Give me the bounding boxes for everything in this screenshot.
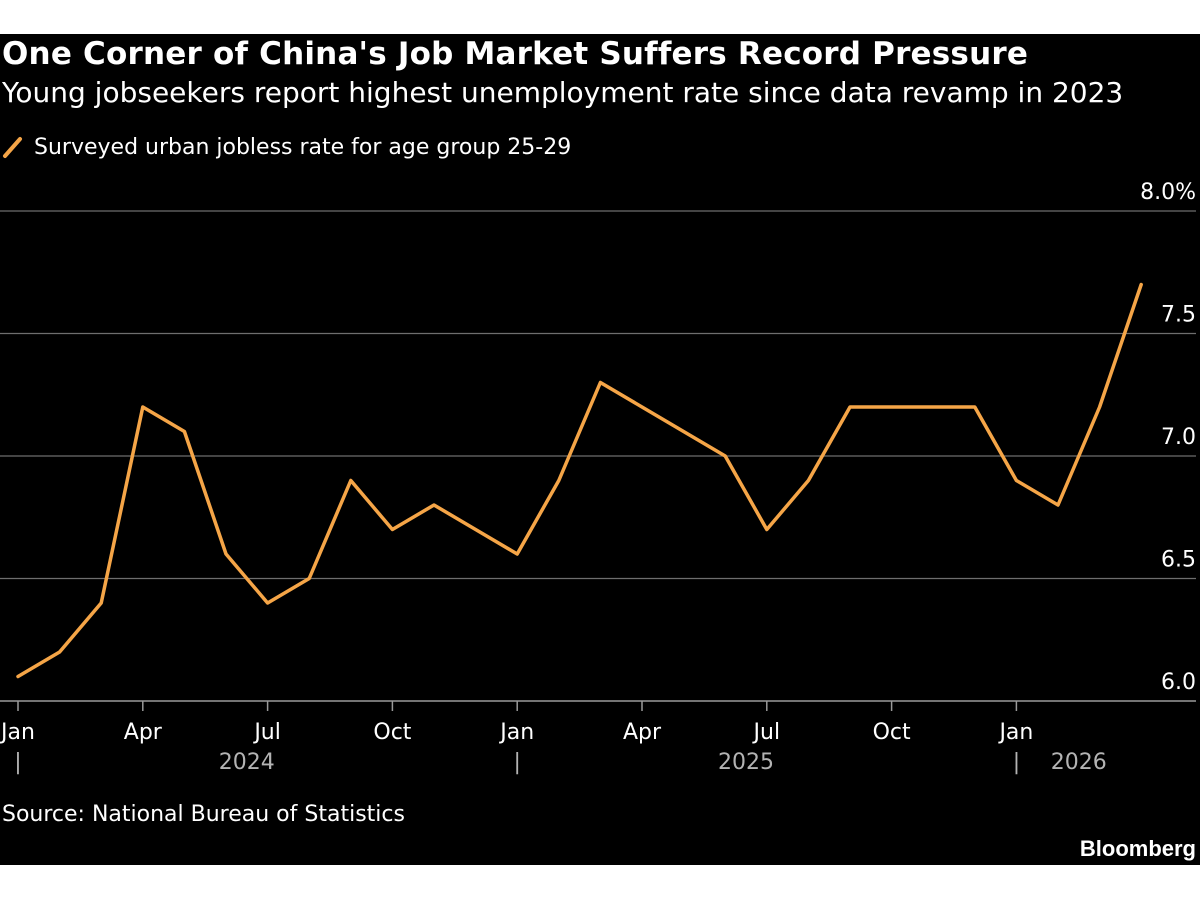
y-tick-label: 7.0 [1161, 425, 1196, 450]
legend: Surveyed urban jobless rate for age grou… [2, 132, 571, 162]
x-tick-label: Jan [0, 720, 35, 745]
year-separator: | [14, 750, 21, 775]
x-tick-label: Apr [623, 720, 662, 745]
year-separator: | [1013, 750, 1020, 775]
x-tick-label: Jan [997, 720, 1033, 745]
legend-swatch-icon [3, 137, 22, 158]
x-tick-label: Jul [752, 720, 781, 745]
y-tick-label: 7.5 [1161, 303, 1196, 328]
grid-lines [0, 210, 1196, 702]
source-note: Source: National Bureau of Statistics [2, 802, 405, 827]
x-tick-label: Oct [373, 720, 411, 745]
y-tick-label: 8.0% [1140, 180, 1196, 205]
year-separator: | [513, 750, 520, 775]
chart-title: One Corner of China's Job Market Suffers… [2, 36, 1029, 72]
year-label: 2026 [1051, 750, 1107, 775]
y-tick-label: 6.0 [1161, 670, 1196, 695]
y-axis-labels: 8.0% 7.5 7.0 6.5 6.0 [1140, 180, 1196, 695]
x-tick-label: Jul [252, 720, 281, 745]
legend-label: Surveyed urban jobless rate for age grou… [34, 134, 572, 160]
bloomberg-logo: Bloomberg [1079, 836, 1196, 861]
x-axis-ticks: Jan Apr Jul Oct Jan Apr Jul Oct Jan | 2024 | 2025 | 20… [0, 701, 1107, 775]
series-line [16, 282, 1143, 679]
x-tick-label: Oct [873, 720, 911, 745]
chart-subtitle: Young jobseekers report highest unemploy… [2, 76, 1124, 109]
year-label: 2024 [219, 750, 275, 775]
x-tick-label: Apr [124, 720, 163, 745]
series-line-group [16, 282, 1143, 679]
x-tick-label: Jan [498, 720, 534, 745]
year-label: 2025 [718, 750, 774, 775]
y-tick-label: 6.5 [1161, 548, 1196, 573]
